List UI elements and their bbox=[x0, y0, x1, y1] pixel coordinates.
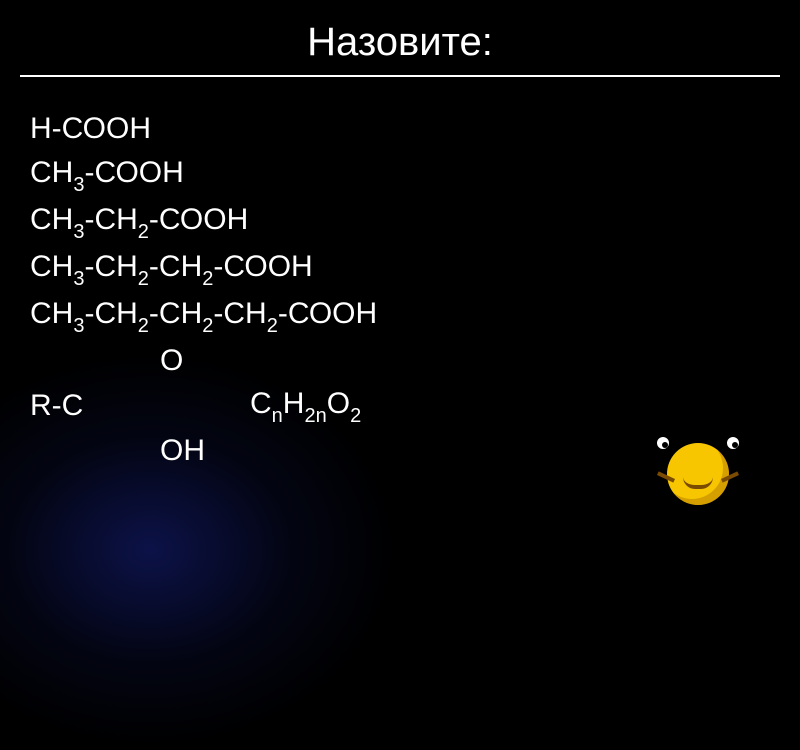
general-formula: СnН2nО2 bbox=[250, 382, 361, 429]
smiley-icon bbox=[655, 425, 745, 515]
formula-line-3: СН3-СН2-СООН bbox=[30, 198, 800, 245]
formula-line-2: СН3-СООН bbox=[30, 151, 800, 198]
chemical-formulas: Н-СООН СН3-СООН СН3-СН2-СООН СН3-СН2-СН2… bbox=[0, 107, 800, 473]
formula-line-5: СН3-СН2-СН2-СН2-СООН bbox=[30, 292, 800, 339]
structural-top: О bbox=[160, 339, 800, 383]
r-c-fragment: R-C bbox=[30, 384, 130, 428]
formula-line-1: Н-СООН bbox=[30, 107, 800, 151]
slide-title: Назовите: bbox=[0, 0, 800, 75]
formula-line-4: СН3-СН2-СН2-СООН bbox=[30, 245, 800, 292]
title-underline bbox=[20, 75, 780, 77]
structural-mid: R-C СnН2nО2 bbox=[30, 382, 800, 429]
